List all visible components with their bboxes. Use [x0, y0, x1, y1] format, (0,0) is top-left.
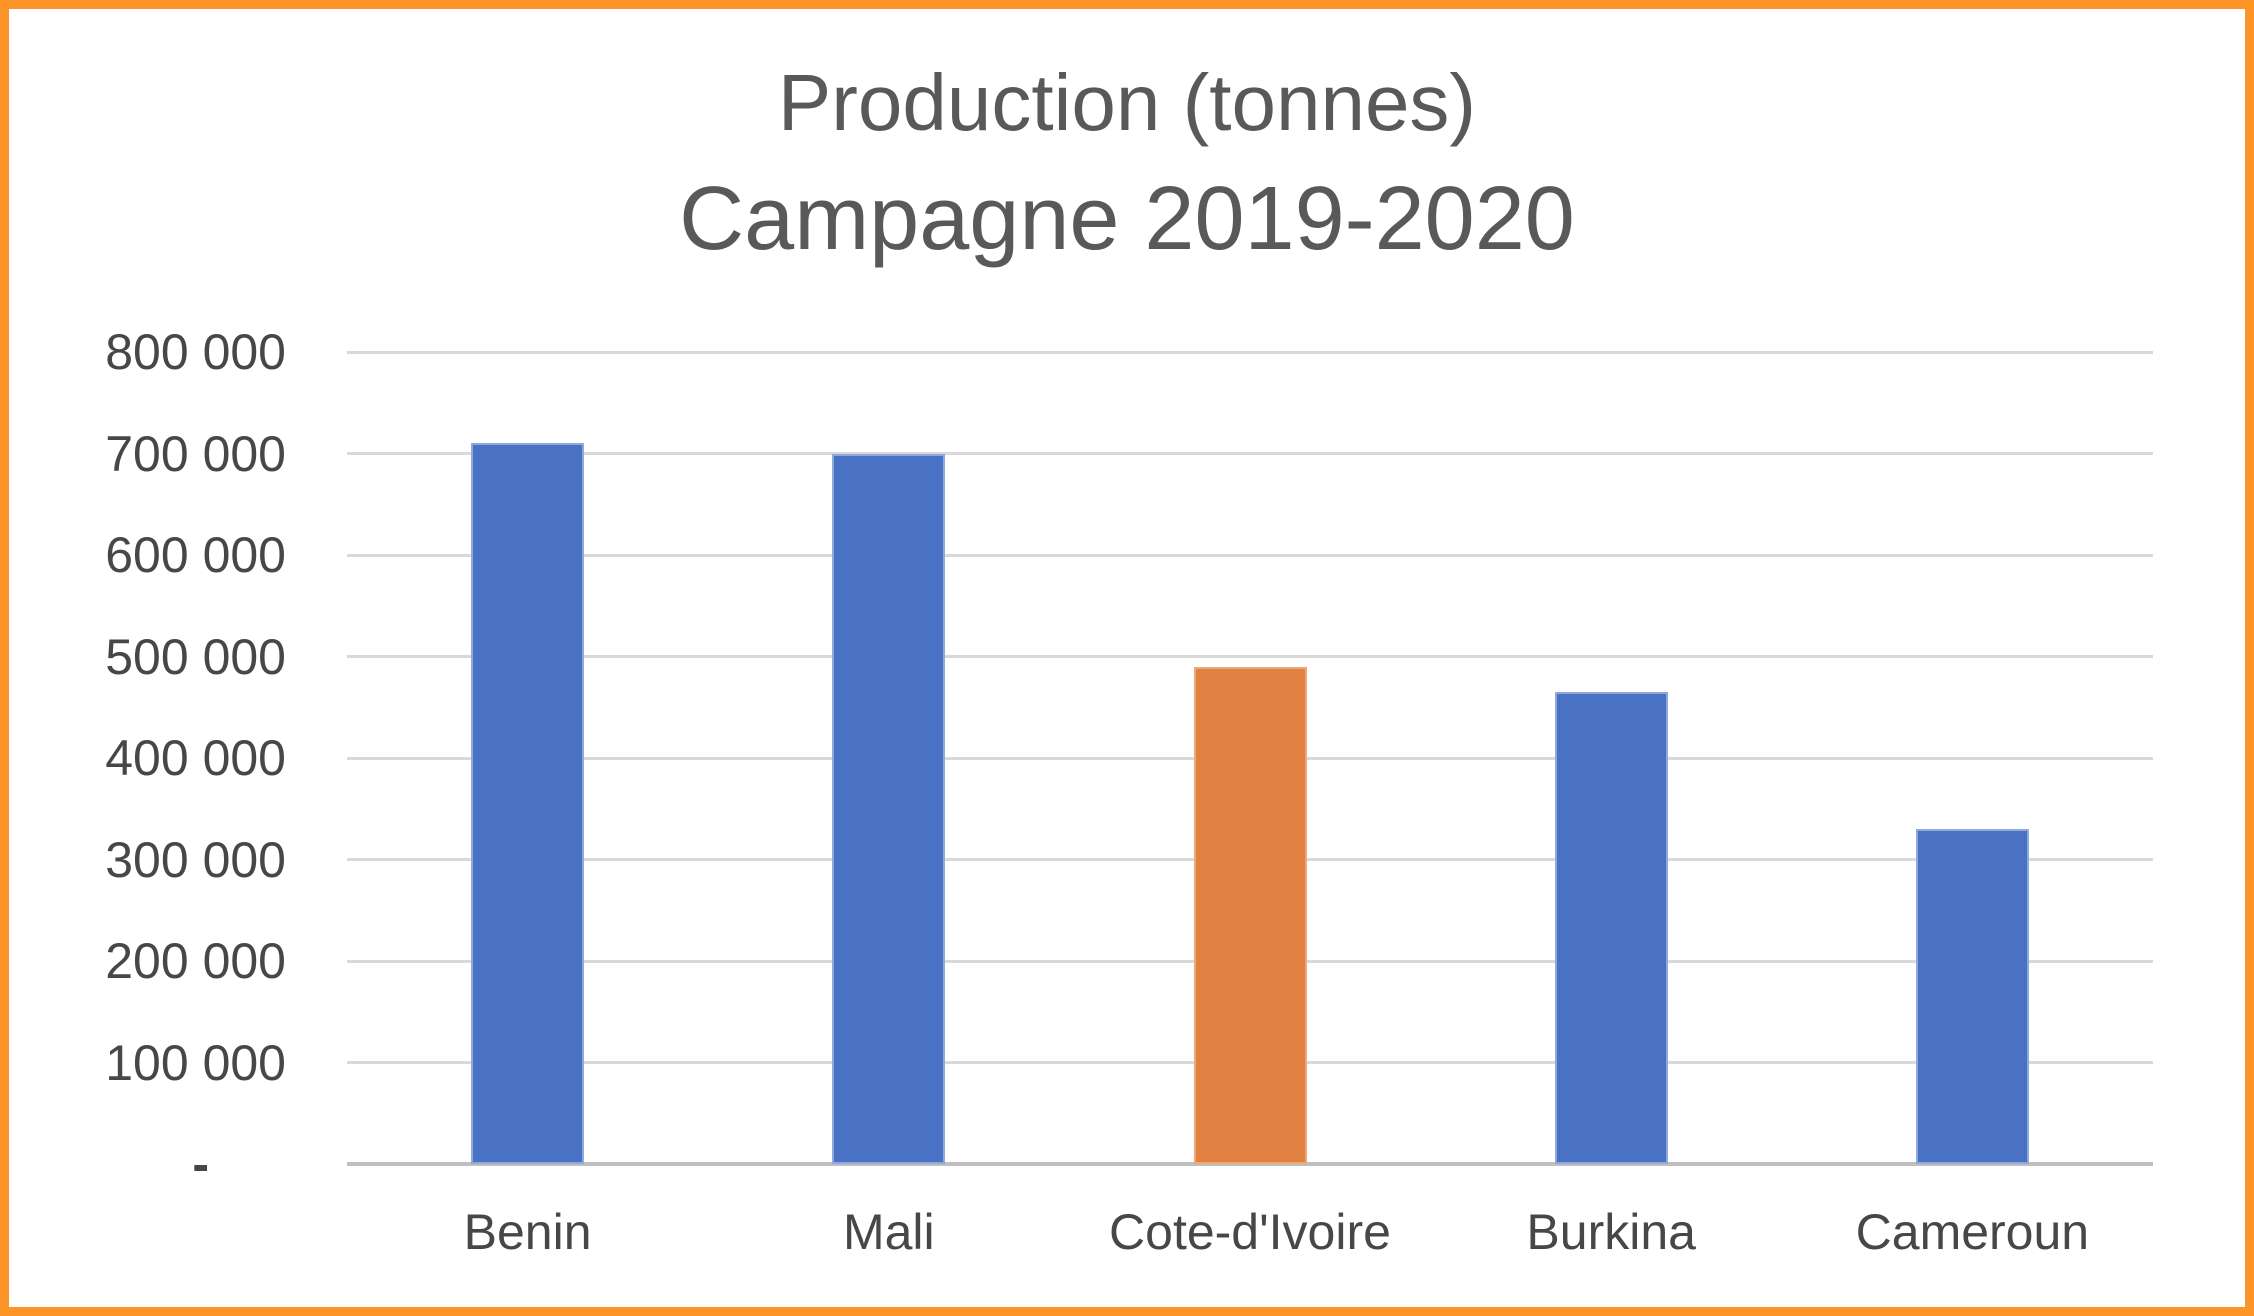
gridline	[347, 553, 2153, 557]
chart-title: Production (tonnes)	[777, 58, 1477, 147]
chart-subtitle: Campagne 2019-2020	[679, 169, 1575, 269]
y-axis-tick-label: 200 000	[105, 933, 286, 989]
y-axis-tick-label: 800 000	[105, 324, 286, 380]
bar-benin	[471, 443, 585, 1164]
y-axis-tick-label: 700 000	[105, 425, 286, 482]
gridline	[347, 655, 2153, 658]
gridline	[347, 452, 2153, 455]
x-axis-category-label: Cameroun	[1855, 1204, 2090, 1260]
gridline	[347, 350, 2153, 354]
bar-burkina	[1554, 692, 1668, 1164]
bar-cameroun	[1915, 829, 2029, 1164]
y-axis-tick-label: 100 000	[105, 1034, 286, 1091]
y-axis-tick-label: 600 000	[105, 527, 286, 583]
x-axis-line	[347, 1162, 2153, 1166]
y-axis-tick-label: 300 000	[105, 831, 286, 888]
x-axis-category-label: Mali	[842, 1204, 935, 1260]
x-axis-category-label: Cote-d'Ivoire	[1109, 1204, 1391, 1260]
x-axis-category-label: Burkina	[1526, 1204, 1696, 1260]
y-axis-tick-label: -	[192, 1136, 209, 1192]
y-axis-tick-label: 400 000	[105, 730, 286, 786]
x-axis-category-label: Benin	[463, 1204, 592, 1260]
bar-mali	[832, 453, 946, 1164]
bar-cote-d-ivoire	[1193, 666, 1307, 1164]
y-axis-tick-label: 500 000	[105, 628, 286, 685]
